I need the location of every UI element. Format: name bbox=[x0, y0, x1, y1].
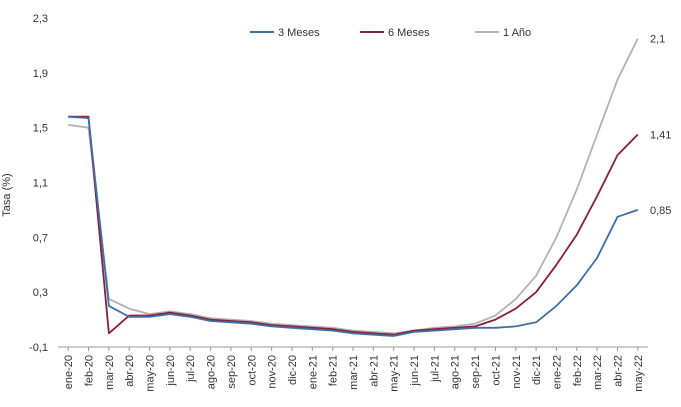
series-line bbox=[68, 38, 639, 335]
x-tick-label: mar-21 bbox=[348, 355, 360, 390]
x-tick-label: dic-21 bbox=[531, 355, 543, 385]
y-tick-label: 1,9 bbox=[33, 68, 48, 80]
x-tick-label: nov-21 bbox=[511, 355, 523, 389]
y-tick-label: 0,3 bbox=[33, 287, 48, 299]
x-tick-label: sep-20 bbox=[226, 355, 238, 389]
end-value-label: 0,85 bbox=[650, 205, 671, 217]
series-line bbox=[68, 115, 639, 337]
series-lines bbox=[68, 38, 639, 337]
y-tick-label: 0,7 bbox=[33, 232, 48, 244]
x-ticks: ene-20 feb-20 mar-20 abr-20 may-20 jun-20 jul-… bbox=[63, 347, 645, 392]
x-tick-label: nov-20 bbox=[267, 355, 279, 389]
x-tick-label: jun-21 bbox=[409, 355, 421, 387]
legend-label: 6 Meses bbox=[388, 27, 430, 39]
end-value-label: 2,1 bbox=[650, 34, 665, 46]
end-labels: 0,85 1,41 2,1 bbox=[650, 34, 671, 217]
x-tick-label: oct-21 bbox=[490, 355, 502, 386]
y-tick-label: 2,3 bbox=[33, 13, 48, 25]
x-tick-label: ene-21 bbox=[307, 355, 319, 389]
x-tick-label: feb-21 bbox=[328, 355, 340, 386]
x-tick-label: abr-20 bbox=[124, 355, 136, 387]
legend: 3 Meses 6 Meses 1 Año bbox=[250, 27, 531, 39]
series-line bbox=[68, 115, 639, 336]
x-tick-label: ene-20 bbox=[63, 355, 75, 389]
y-tick-label: 1,1 bbox=[33, 178, 48, 190]
x-tick-label: mar-22 bbox=[592, 355, 604, 390]
x-tick-label: oct-20 bbox=[246, 355, 258, 386]
x-tick-label: jun-20 bbox=[165, 355, 177, 387]
x-tick-label: may-20 bbox=[145, 355, 157, 392]
x-tick-label: feb-22 bbox=[572, 355, 584, 386]
x-tick-label: may-21 bbox=[389, 355, 401, 392]
x-tick-label: abr-22 bbox=[612, 355, 624, 387]
x-tick-label: sep-21 bbox=[470, 355, 482, 389]
y-axis-label: Tasa (%) bbox=[1, 173, 13, 216]
end-value-label: 1,41 bbox=[650, 130, 671, 142]
x-tick-label: ago-21 bbox=[450, 355, 462, 389]
x-tick-label: dic-20 bbox=[287, 355, 299, 385]
x-tick-label: mar-20 bbox=[104, 355, 116, 390]
x-tick-label: ene-22 bbox=[551, 355, 563, 389]
y-axis: 2,3 1,9 1,5 1,1 0,7 0,3 -0,1 bbox=[29, 13, 48, 354]
x-tick-label: abr-21 bbox=[368, 355, 380, 387]
x-tick-label: may-22 bbox=[633, 355, 645, 392]
y-tick-label: 1,5 bbox=[33, 123, 48, 135]
x-tick-label: jul-20 bbox=[185, 355, 197, 383]
legend-label: 1 Año bbox=[503, 27, 531, 39]
legend-label: 3 Meses bbox=[278, 27, 320, 39]
x-tick-label: feb-20 bbox=[84, 355, 96, 386]
y-tick-label: -0,1 bbox=[29, 342, 48, 354]
x-tick-label: jul-21 bbox=[429, 355, 441, 383]
x-tick-label: ago-20 bbox=[206, 355, 218, 389]
